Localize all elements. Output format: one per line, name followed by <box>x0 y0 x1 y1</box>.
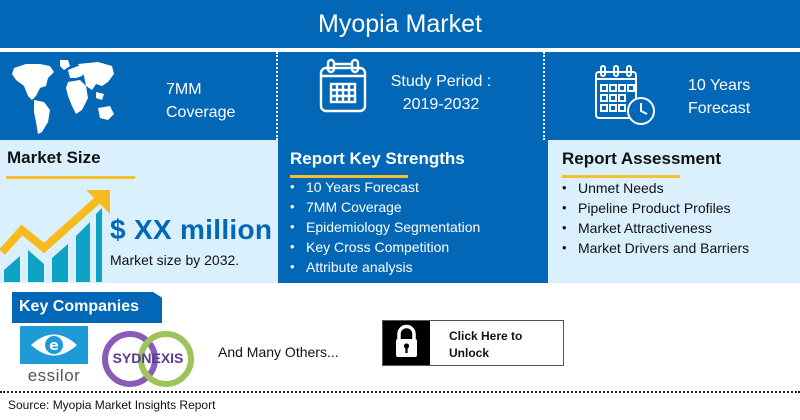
key-companies-label: Key Companies <box>19 298 140 315</box>
svg-text:e: e <box>49 338 59 354</box>
study-period-label: Study Period : <box>390 73 492 90</box>
source-text: Source: Myopia Market Insights Report <box>8 398 216 412</box>
calendar-icon <box>318 58 368 114</box>
footer-divider <box>0 391 800 393</box>
coverage-line1: 7MM <box>166 81 202 98</box>
page-title: Myopia Market <box>318 9 482 38</box>
unlock-button[interactable]: Click Here to Unlock <box>382 320 564 366</box>
others-text: And Many Others... <box>218 344 339 360</box>
forecast-line1: 10 Years <box>688 77 751 94</box>
study-period-value: 2019-2032 <box>402 96 480 113</box>
list-item: Market Attractiveness <box>558 218 749 238</box>
list-item: Epidemiology Segmentation <box>286 217 480 237</box>
sydnexis-wordmark: SYDNEXIS <box>112 350 184 366</box>
study-period-info: Study Period : 2019-2032 <box>386 70 496 116</box>
coverage-line2: Coverage <box>166 104 236 121</box>
sydnexis-logo: SYDNEXIS <box>100 326 196 388</box>
assessment-list: Unmet Needs Pipeline Product Profiles Ma… <box>558 178 749 258</box>
lock-icon <box>396 324 417 357</box>
list-item: Pipeline Product Profiles <box>558 198 749 218</box>
list-item: Key Cross Competition <box>286 237 480 257</box>
essilor-wordmark: essilor <box>27 366 81 385</box>
list-item: Unmet Needs <box>558 178 749 198</box>
unlock-line1: Click Here to <box>449 329 523 343</box>
divider <box>0 48 800 52</box>
lock-icon-box <box>383 321 430 365</box>
list-item: Attribute analysis <box>286 257 480 277</box>
forecast-line2: Forecast <box>688 100 751 117</box>
market-size-value: $ XX million <box>110 214 273 245</box>
assessment-title: Report Assessment <box>562 149 722 168</box>
eye-icon: e <box>20 326 88 364</box>
world-map-icon <box>6 56 114 138</box>
gold-underline <box>562 175 680 178</box>
info-band <box>0 52 800 140</box>
list-item: 7MM Coverage <box>286 197 480 217</box>
key-strengths-list: 10 Years Forecast 7MM Coverage Epidemiol… <box>286 177 480 277</box>
page-title-bar: Myopia Market <box>0 0 800 48</box>
forecast-info: 10 Years Forecast <box>688 74 750 120</box>
key-strengths-title: Report Key Strengths <box>290 149 465 168</box>
list-item: Market Drivers and Barriers <box>558 238 749 258</box>
unlock-line2: Unlock <box>449 346 490 360</box>
panel-divider <box>544 140 548 283</box>
growth-chart-icon <box>0 190 112 282</box>
list-item: 10 Years Forecast <box>286 177 480 197</box>
dotted-divider <box>543 52 545 140</box>
calendar-clock-icon <box>594 64 664 128</box>
gold-underline <box>6 176 135 179</box>
market-size-subtitle: Market size by 2032. <box>110 252 240 268</box>
key-companies-title: Key Companies <box>12 292 162 323</box>
market-size-title: Market Size <box>7 148 101 167</box>
essilor-logo: e essilor <box>20 326 88 388</box>
unlock-label: Click Here to Unlock <box>449 328 522 362</box>
dotted-divider <box>276 52 278 140</box>
coverage-info: 7MM Coverage <box>166 78 235 124</box>
